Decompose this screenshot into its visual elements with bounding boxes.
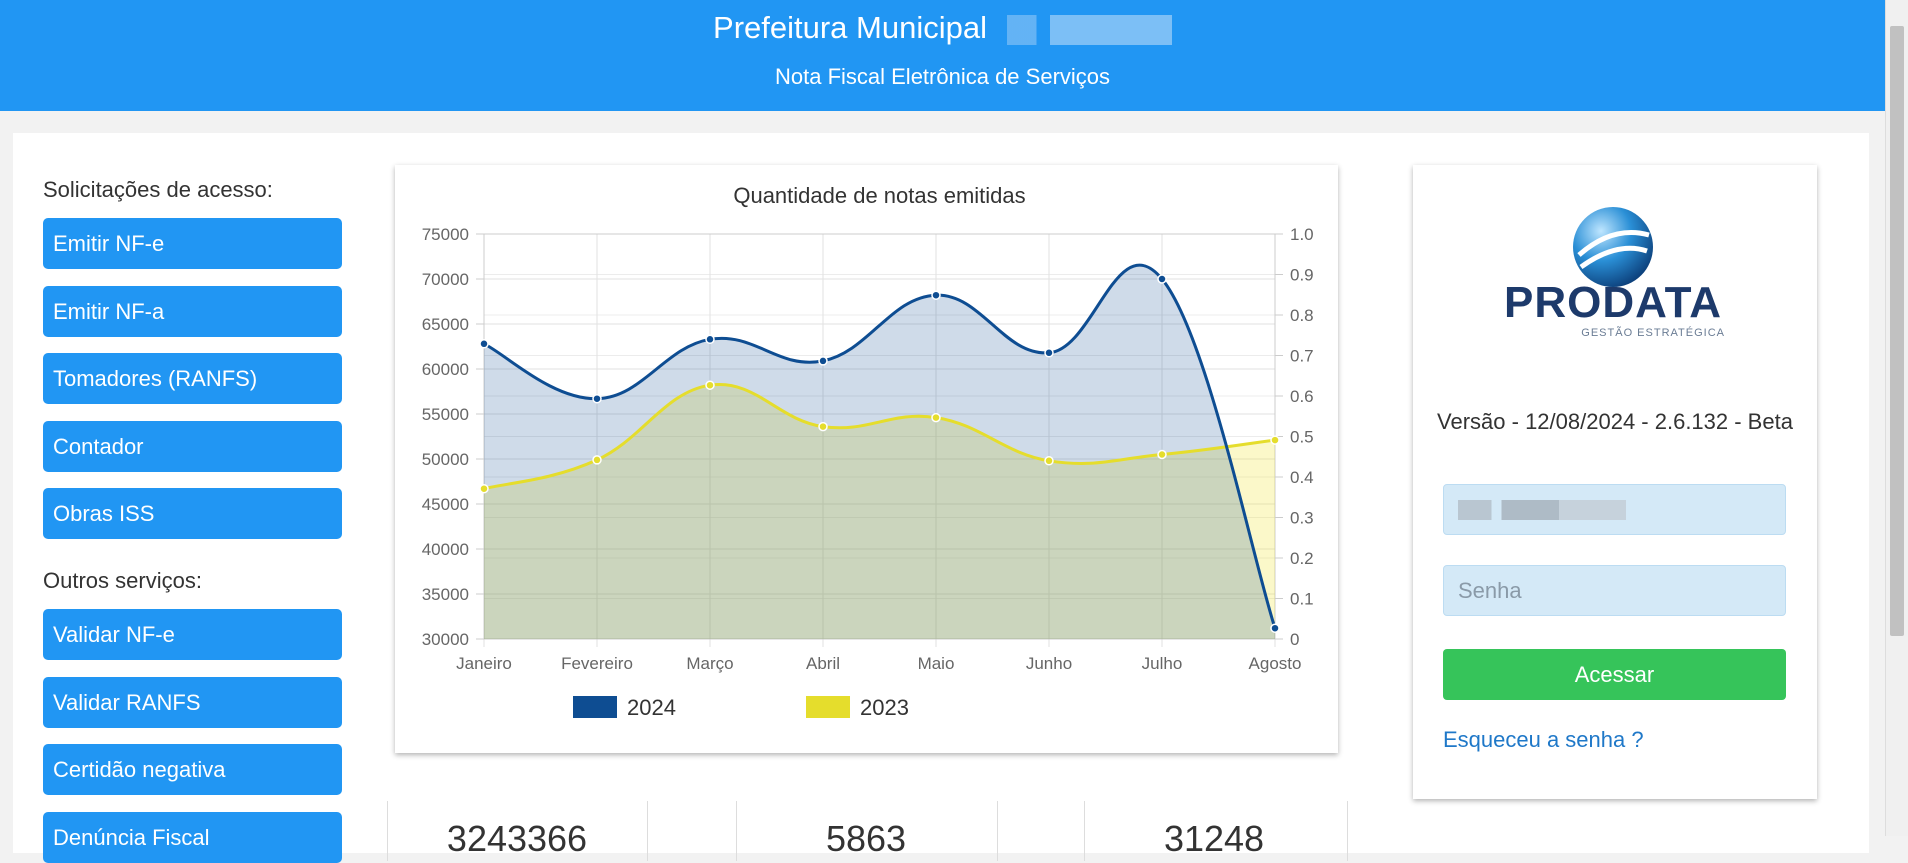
data-point [818, 421, 828, 432]
menu-button[interactable]: Denúncia Fiscal [43, 811, 342, 863]
logo-swoosh [1577, 230, 1650, 270]
header: Prefeitura Municipal Nota Fiscal Eletrôn… [0, 0, 1885, 111]
stat-box [387, 801, 648, 861]
menu-button[interactable]: Emitir NF-e [43, 218, 342, 269]
login-button[interactable]: Acessar [1443, 649, 1786, 700]
data-point [931, 412, 941, 423]
y2-tick-label: 0.4 [1290, 468, 1314, 487]
data-point [1270, 435, 1280, 445]
x-tick-label: Fevereiro [561, 654, 633, 673]
data-point [1157, 274, 1167, 284]
y-tick-label: 60000 [422, 360, 469, 379]
data-point [705, 334, 715, 345]
header-title: Prefeitura Municipal [713, 10, 987, 45]
data-point [592, 455, 602, 465]
version: Versão - 12/08/2024 - 2.6.132 - Beta [1437, 409, 1793, 434]
chart: Quantidade de notas emitidas 30000 35000 40… [422, 183, 1314, 720]
y-tick-label: 40000 [422, 540, 469, 559]
stat-number: 31248 [1163, 818, 1265, 859]
y2-tick-label: 0.2 [1290, 549, 1314, 568]
y2-tick-label: 0.5 [1290, 428, 1314, 447]
series-area [484, 384, 1275, 639]
scroll-thumb[interactable] [1890, 26, 1904, 636]
legend-label: 2023 [860, 695, 909, 720]
logo: PRODATA GESTÃO ESTRATÉGICA [1504, 207, 1725, 339]
x-tick-label: Março [686, 654, 733, 673]
blurred-name [1006, 14, 1172, 45]
menu-button[interactable]: Validar NF-e [43, 609, 342, 660]
y2-tick-label: 0.3 [1290, 509, 1314, 528]
y2-tick-label: 0.8 [1290, 306, 1314, 325]
menu-button[interactable]: Validar RANFS [43, 676, 342, 728]
chart-panel: Quantidade de notas emitidas 30000 35000 40… [395, 165, 1338, 753]
y2-tick-label: 0.9 [1290, 266, 1314, 285]
series-line [483, 263, 1277, 629]
series-area [484, 265, 1275, 639]
x-tick-label: Janeiro [456, 654, 512, 673]
section-title: Solicitações de acesso: [43, 177, 273, 202]
stat-number: 3243366 [446, 818, 588, 859]
menu-button[interactable]: Contador [43, 420, 342, 472]
logo-text: PRODATA [1504, 278, 1722, 327]
y-tick-label: 45000 [422, 495, 469, 514]
blurred-username [1458, 500, 1626, 520]
data-point [1044, 456, 1054, 466]
section-title: Outros serviços: [43, 568, 202, 593]
x-tick-label: Julho [1142, 654, 1183, 673]
series-line [483, 382, 1276, 491]
y-tick-label: 65000 [422, 315, 469, 334]
stat-box [1084, 801, 1348, 861]
legend-swatch [573, 696, 617, 718]
header-subtitle: Nota Fiscal Eletrônica de Serviços [774, 64, 1111, 89]
forgot-link[interactable]: Esqueceu a senha ? [1443, 727, 1644, 752]
x-tick-label: Maio [918, 654, 955, 673]
legend-swatch [806, 696, 850, 718]
y-tick-label: 70000 [422, 270, 469, 289]
chart-title: Quantidade de notas emitidas [733, 183, 1025, 208]
data-point [1270, 623, 1280, 633]
data-point [592, 393, 602, 404]
y-tick-label: 35000 [422, 585, 469, 604]
y2-tick-label: 0 [1290, 630, 1299, 649]
data-point [479, 483, 489, 494]
y-tick-label: 50000 [422, 450, 469, 469]
legend-label: 2024 [627, 695, 676, 720]
y2-tick-label: 0.1 [1290, 590, 1314, 609]
y2-tick-label: 0.6 [1290, 387, 1314, 406]
x-tick-label: Junho [1026, 654, 1072, 673]
menu-button[interactable]: Certidão negativa [43, 744, 342, 795]
logo-tagline: GESTÃO ESTRATÉGICA [1581, 326, 1725, 339]
menu-button[interactable]: Tomadores (RANFS) [43, 353, 342, 404]
x-tick-label: Agosto [1249, 654, 1302, 673]
menu-button[interactable]: Obras ISS [43, 488, 342, 539]
y2-tick-label: 0.7 [1290, 347, 1314, 366]
data-point [1157, 449, 1167, 460]
data-point [705, 380, 715, 390]
login-panel: PRODATA GESTÃO ESTRATÉGICA Versão - 12/0… [1413, 165, 1817, 799]
logo-sphere [1573, 207, 1653, 287]
data-point [818, 356, 828, 366]
password-input[interactable]: Senha [1443, 565, 1786, 616]
scrollbar[interactable] [1885, 0, 1908, 836]
stat-box [736, 801, 998, 861]
x-tick-label: Abril [806, 654, 840, 673]
y-tick-label: 30000 [422, 630, 469, 649]
y-tick-label: 75000 [422, 225, 469, 244]
y-tick-label: 55000 [422, 405, 469, 424]
data-point [1044, 348, 1054, 358]
username-input[interactable] [1443, 484, 1786, 535]
stat-number: 5863 [825, 818, 907, 859]
data-point [931, 290, 941, 300]
data-point [479, 339, 489, 349]
y2-tick-label: 1.0 [1290, 225, 1314, 244]
menu-button[interactable]: Emitir NF-a [43, 285, 342, 337]
